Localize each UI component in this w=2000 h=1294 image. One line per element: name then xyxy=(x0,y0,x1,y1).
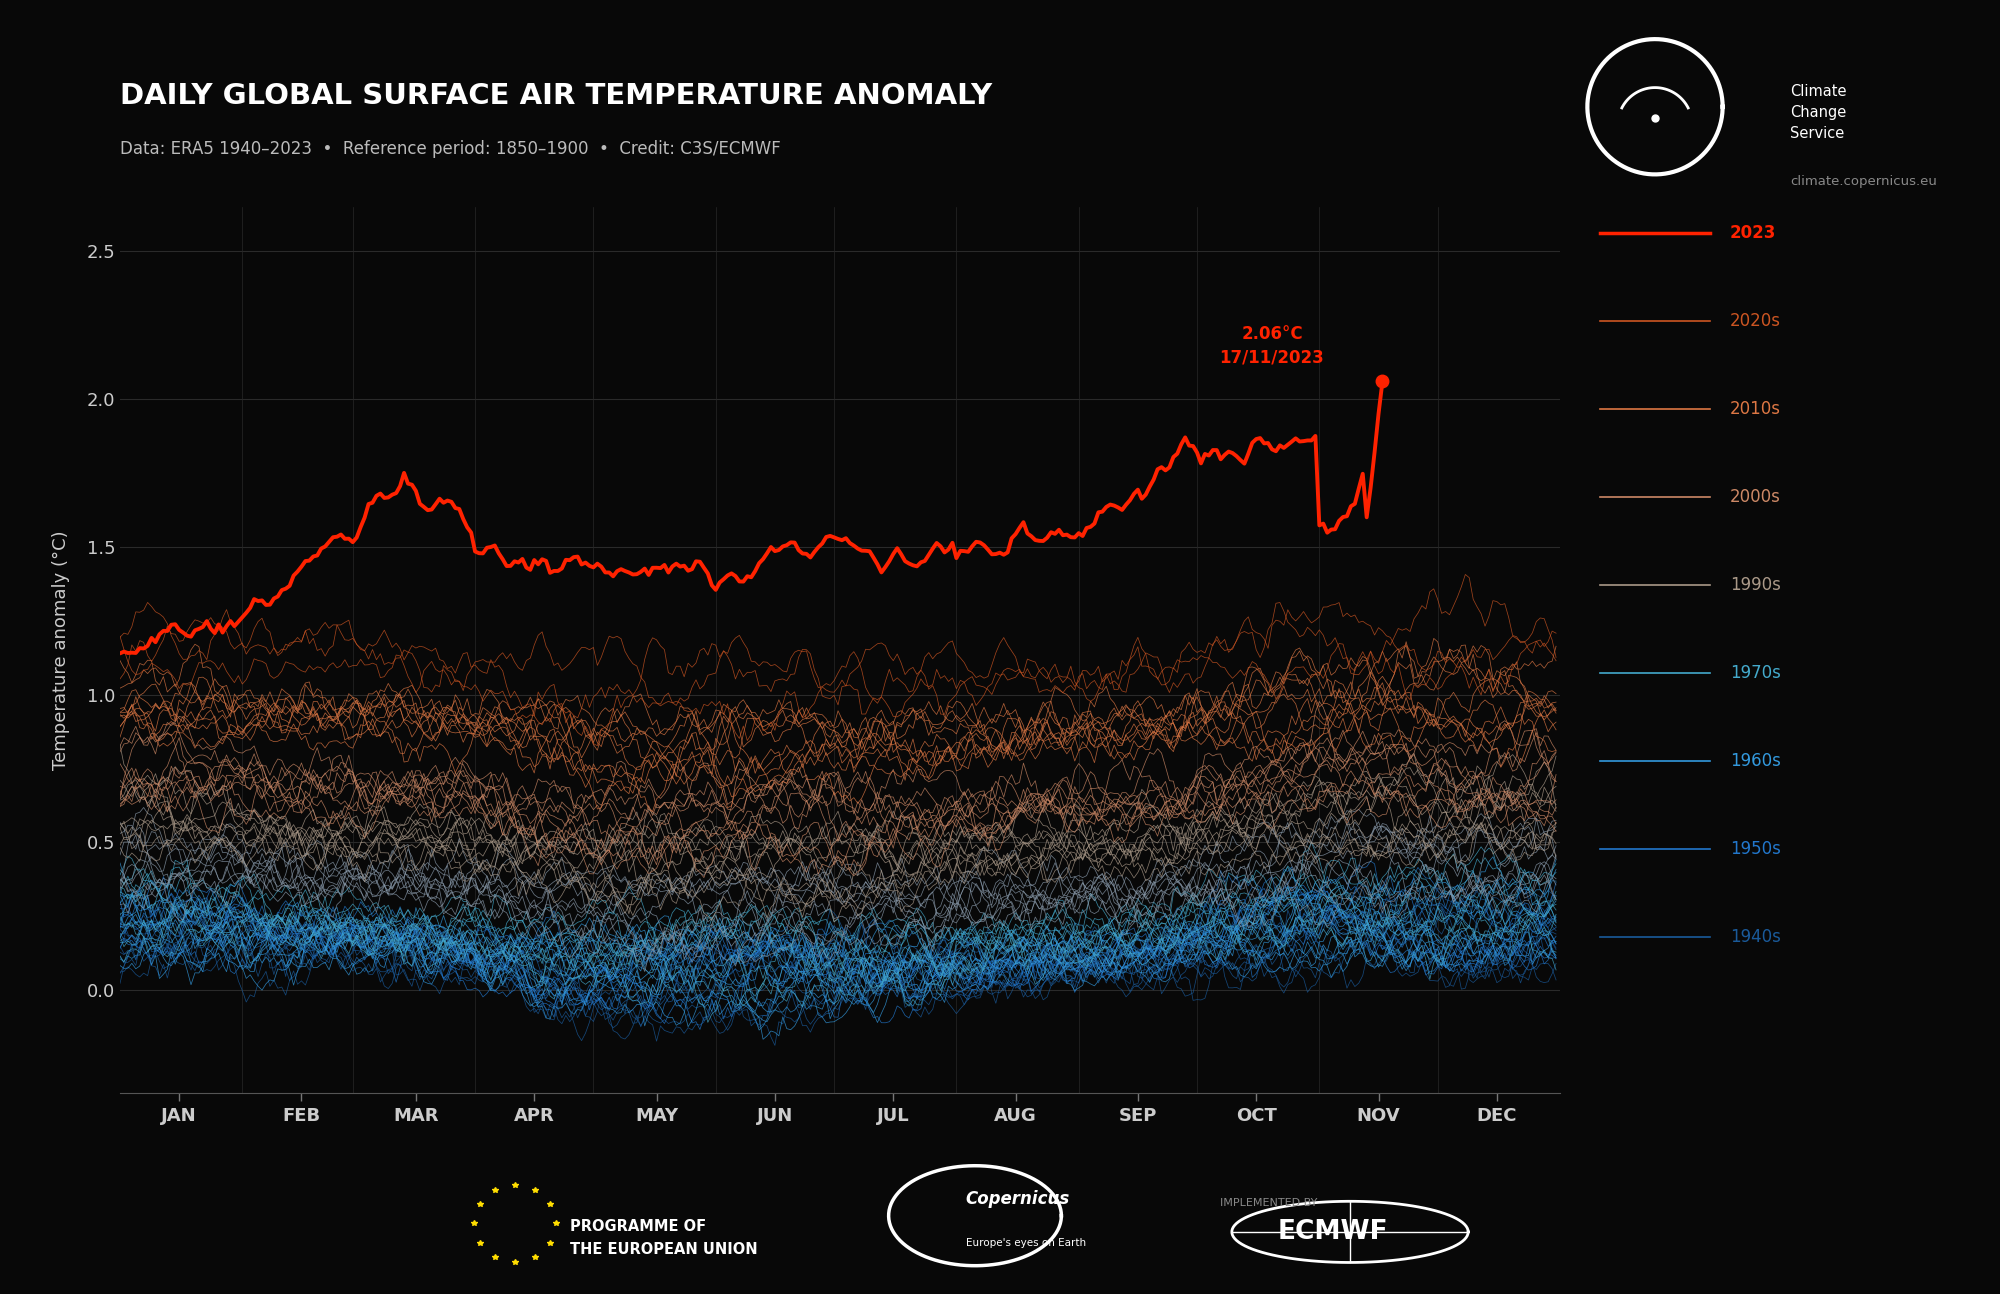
Text: 2023: 2023 xyxy=(1730,224,1776,242)
Text: PROGRAMME OF: PROGRAMME OF xyxy=(570,1219,706,1234)
Text: 2.06°C
17/11/2023: 2.06°C 17/11/2023 xyxy=(1220,325,1324,366)
Text: DAILY GLOBAL SURFACE AIR TEMPERATURE ANOMALY: DAILY GLOBAL SURFACE AIR TEMPERATURE ANO… xyxy=(120,82,992,110)
Text: 1970s: 1970s xyxy=(1730,664,1780,682)
Text: 1990s: 1990s xyxy=(1730,576,1780,594)
Y-axis label: Temperature anomaly (°C): Temperature anomaly (°C) xyxy=(52,531,70,770)
Text: 1940s: 1940s xyxy=(1730,928,1780,946)
Text: 1950s: 1950s xyxy=(1730,840,1780,858)
Text: 2010s: 2010s xyxy=(1730,400,1782,418)
Text: IMPLEMENTED BY: IMPLEMENTED BY xyxy=(1220,1198,1318,1209)
Text: Europe's eyes on Earth: Europe's eyes on Earth xyxy=(966,1238,1086,1249)
Text: Copernicus: Copernicus xyxy=(966,1190,1070,1209)
Text: ECMWF: ECMWF xyxy=(1278,1219,1388,1245)
Text: 2020s: 2020s xyxy=(1730,312,1782,330)
Text: Climate
Change
Service: Climate Change Service xyxy=(1790,84,1846,141)
Text: 2000s: 2000s xyxy=(1730,488,1780,506)
Text: THE EUROPEAN UNION: THE EUROPEAN UNION xyxy=(570,1242,758,1258)
Text: climate.copernicus.eu: climate.copernicus.eu xyxy=(1790,175,1936,188)
Text: 1960s: 1960s xyxy=(1730,752,1780,770)
Text: Data: ERA5 1940–2023  •  Reference period: 1850–1900  •  Credit: C3S/ECMWF: Data: ERA5 1940–2023 • Reference period:… xyxy=(120,140,780,158)
